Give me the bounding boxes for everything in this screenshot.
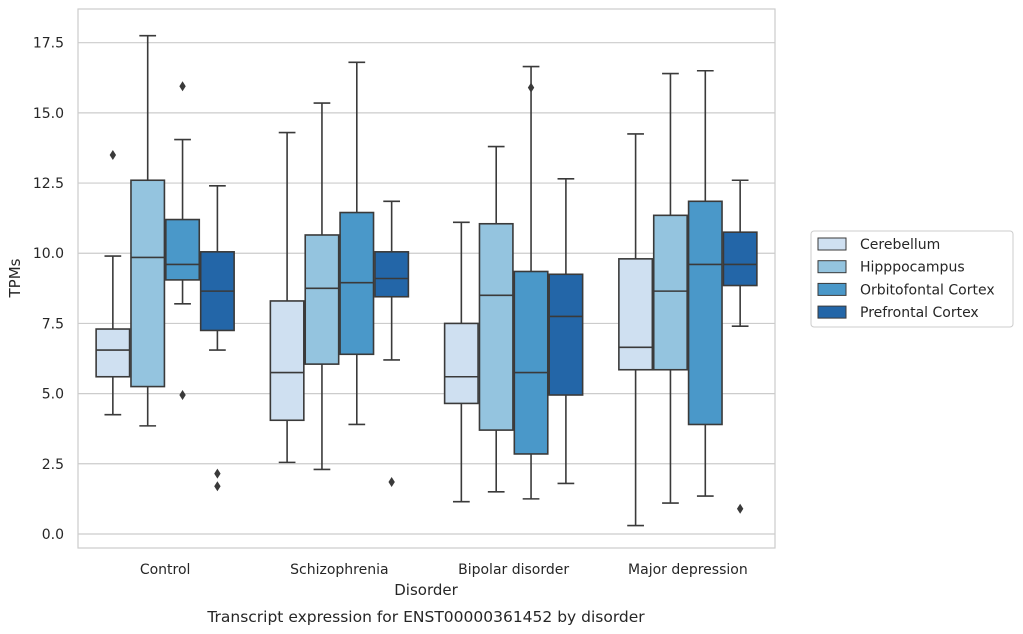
y-tick-label: 0.0 bbox=[42, 527, 64, 543]
outlier-point bbox=[179, 81, 186, 92]
y-tick-label: 12.5 bbox=[33, 176, 64, 192]
box-0-1 bbox=[130, 34, 166, 427]
outlier-point bbox=[527, 82, 535, 93]
box-body bbox=[304, 234, 340, 365]
box-body bbox=[548, 273, 584, 396]
outlier-point bbox=[214, 468, 221, 479]
legend: Cerebellum Hipppocampus Orbitofontal Corte… bbox=[810, 230, 1014, 328]
box-1-2 bbox=[339, 61, 375, 426]
box-body bbox=[687, 200, 723, 426]
box-2-1 bbox=[478, 145, 514, 493]
box-2-3 bbox=[548, 178, 584, 485]
outlier-point bbox=[179, 390, 186, 401]
y-tick-label: 15.0 bbox=[33, 106, 64, 122]
box-body bbox=[443, 322, 479, 405]
x-tick-label: Control bbox=[140, 562, 191, 578]
plot-frame bbox=[77, 8, 776, 549]
legend-swatch bbox=[817, 305, 847, 319]
box-body bbox=[478, 222, 514, 431]
box-0-3 bbox=[199, 185, 235, 492]
legend-frame bbox=[810, 230, 1014, 328]
box-3-1 bbox=[652, 72, 688, 504]
x-tick-label: Schizophrenia bbox=[290, 562, 388, 578]
y-tick-label: 7.5 bbox=[42, 316, 64, 332]
legend-label: Orbitofontal Cortex bbox=[860, 282, 995, 298]
outlier-point bbox=[109, 149, 117, 160]
outlier-point bbox=[736, 503, 744, 514]
y-tick-label: 17.5 bbox=[33, 36, 64, 52]
box-body bbox=[513, 270, 549, 455]
box-body bbox=[130, 179, 166, 388]
legend-swatch bbox=[817, 237, 847, 251]
box-body bbox=[652, 214, 688, 371]
x-tick-label: Bipolar disorder bbox=[458, 562, 569, 578]
legend-label: Cerebellum bbox=[860, 237, 940, 253]
legend-swatch bbox=[817, 282, 847, 296]
x-tick-label: Major depression bbox=[628, 562, 748, 578]
box-1-1 bbox=[304, 102, 340, 471]
legend-swatch bbox=[817, 260, 847, 274]
outlier-point bbox=[388, 477, 395, 488]
legend-label: Hipppocampus bbox=[860, 260, 965, 276]
x-tick-labels: Control Schizophrenia Bipolar disorder Majo… bbox=[140, 562, 748, 578]
box-body bbox=[722, 231, 758, 287]
outlier-point bbox=[214, 481, 221, 492]
box-2-2 bbox=[513, 65, 549, 500]
box-2-0 bbox=[443, 221, 479, 503]
figure-caption: Transcript expression for ENST0000036145… bbox=[206, 608, 645, 626]
box-1-3 bbox=[374, 200, 410, 488]
y-axis-title: TPMs bbox=[6, 258, 24, 298]
box-3-2 bbox=[687, 69, 723, 497]
y-tick-label: 10.0 bbox=[33, 246, 64, 262]
box-3-3 bbox=[722, 179, 758, 514]
box-1-0 bbox=[269, 131, 305, 464]
box-body bbox=[374, 251, 410, 298]
y-tick-label: 5.0 bbox=[42, 387, 64, 403]
x-axis-title: Disorder bbox=[394, 581, 458, 599]
box-body bbox=[95, 328, 131, 378]
box-body bbox=[618, 258, 654, 371]
box-plots bbox=[95, 34, 758, 527]
box-3-0 bbox=[618, 133, 654, 527]
box-0-0 bbox=[95, 149, 131, 416]
y-tick-labels: 0.0 2.5 5.0 7.5 10.0 12.5 15.0 17.5 bbox=[33, 36, 64, 543]
y-tick-label: 2.5 bbox=[42, 457, 64, 473]
box-body bbox=[269, 300, 305, 422]
box-0-2 bbox=[165, 81, 201, 401]
box-body bbox=[165, 218, 201, 281]
legend-label: Prefrontal Cortex bbox=[860, 305, 979, 321]
